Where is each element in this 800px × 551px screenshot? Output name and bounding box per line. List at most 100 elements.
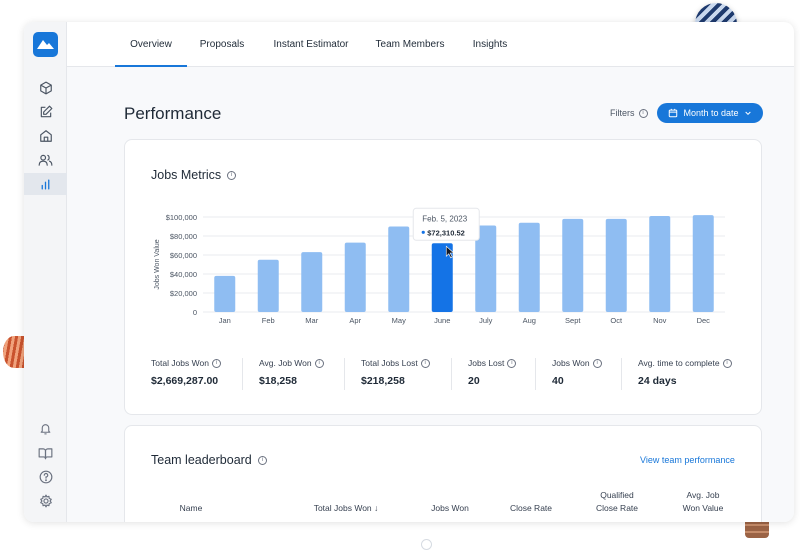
page-title: Performance <box>124 104 222 123</box>
x-tick-label: Apr <box>349 316 361 325</box>
tooltip-date: Feb. 5, 2023 <box>422 214 467 223</box>
y-tick-label: $20,000 <box>170 289 197 298</box>
bell-icon[interactable] <box>24 418 67 440</box>
metric-value: $18,258 <box>259 375 297 387</box>
column-header-total-jobs-won[interactable]: Total Jobs Won ↓ <box>303 502 389 515</box>
leaderboard-title: Team leaderboard <box>151 453 252 467</box>
tab-team-members[interactable]: Team Members <box>375 39 445 50</box>
users-icon[interactable] <box>24 149 67 171</box>
bar-chart-icon[interactable] <box>24 173 67 195</box>
info-icon[interactable]: i <box>227 170 237 180</box>
bar <box>257 259 279 312</box>
box-icon[interactable] <box>24 77 67 99</box>
top-nav: Overview Proposals Instant Estimator Tea… <box>67 22 794 67</box>
metric-value: 20 <box>468 375 480 387</box>
bar <box>475 225 497 312</box>
x-tick-label: Dec <box>697 316 711 325</box>
y-axis-label: Jobs Won Value <box>154 239 161 289</box>
column-header-line: Close Rate <box>595 503 639 513</box>
decorative-tile-swatch <box>3 336 25 368</box>
home-icon[interactable] <box>24 125 67 147</box>
x-tick-label: Nov <box>653 316 667 325</box>
help-icon[interactable] <box>24 466 67 488</box>
x-tick-label: July <box>479 316 493 325</box>
info-icon[interactable]: i <box>257 455 267 465</box>
metric-avg-time-to-complete: Avg. time to complete i 24 days <box>621 358 732 390</box>
metric-value: 40 <box>552 375 564 387</box>
column-header-avg-job-won-value[interactable]: Avg. Job Won Value <box>673 489 733 515</box>
info-icon[interactable]: i <box>314 358 324 368</box>
x-tick-label: Sept <box>565 316 581 325</box>
date-range-label: Month to date <box>683 108 739 118</box>
metric-jobs-won: Jobs Won i 40 <box>535 358 602 390</box>
date-range-button[interactable]: Month to date <box>657 103 763 123</box>
metric-total-jobs-won: Total Jobs Won i $2,669,287.00 <box>151 358 221 390</box>
book-icon[interactable] <box>24 442 67 464</box>
cursor-pointer-icon <box>445 245 455 259</box>
bar <box>649 216 671 312</box>
bar <box>562 218 584 312</box>
metric-label: Jobs Won <box>552 358 590 368</box>
column-header-name[interactable]: Name <box>179 503 203 513</box>
metric-jobs-lost: Jobs Lost i 20 <box>451 358 517 390</box>
settings-icon[interactable] <box>24 490 67 512</box>
metric-value: 24 days <box>638 375 677 387</box>
tab-overview[interactable]: Overview <box>115 22 187 67</box>
chevron-down-icon <box>744 111 751 116</box>
column-header-line: Qualified <box>600 490 634 500</box>
sort-arrow-down-icon: ↓ <box>374 503 379 513</box>
metric-label: Jobs Lost <box>468 358 505 368</box>
bar <box>214 275 236 312</box>
edit-icon[interactable] <box>24 101 67 123</box>
metric-total-jobs-lost: Total Jobs Lost i $218,258 <box>344 358 430 390</box>
info-icon[interactable]: i <box>592 358 602 368</box>
y-tick-label: 0 <box>193 308 197 317</box>
x-tick-label: Aug <box>523 316 536 325</box>
info-icon[interactable]: i <box>722 358 732 368</box>
y-tick-label: $60,000 <box>170 251 197 260</box>
tooltip-series-dot <box>421 230 425 234</box>
bar <box>301 252 323 312</box>
metric-avg-job-won: Avg. Job Won i $18,258 <box>242 358 324 390</box>
y-tick-label: $100,000 <box>166 213 197 222</box>
bar-highlighted <box>431 243 453 312</box>
column-header-jobs-won[interactable]: Jobs Won <box>431 503 469 513</box>
info-icon[interactable]: i <box>507 358 517 368</box>
bar <box>518 222 540 312</box>
column-header-line: Won Value <box>682 503 724 513</box>
tab-proposals[interactable]: Proposals <box>199 39 245 50</box>
jobs-metrics-title-row: Jobs Metrics i <box>151 168 237 182</box>
x-tick-label: Mar <box>305 316 318 325</box>
tooltip <box>412 207 480 241</box>
column-header-qualified-close-rate[interactable]: Qualified Close Rate <box>587 489 647 515</box>
view-team-performance-link[interactable]: View team performance <box>640 455 735 465</box>
app-logo[interactable] <box>33 32 58 57</box>
app-window: Overview Proposals Instant Estimator Tea… <box>24 22 794 522</box>
metrics-row: Total Jobs Won i $2,669,287.00 Avg. Job W… <box>125 358 761 398</box>
filters-button[interactable]: Filters i <box>610 108 648 118</box>
team-leaderboard-card: Team leaderboard i View team performance… <box>124 425 762 522</box>
bar <box>605 218 627 312</box>
filters-label: Filters <box>610 108 635 118</box>
x-tick-label: May <box>392 316 406 325</box>
y-tick-label: $40,000 <box>170 270 197 279</box>
info-icon[interactable]: i <box>420 358 430 368</box>
column-header-close-rate[interactable]: Close Rate <box>509 503 553 513</box>
metric-label: Avg. Job Won <box>259 358 312 368</box>
leaderboard-title-row: Team leaderboard i <box>151 453 267 467</box>
logo-icon <box>37 40 54 49</box>
x-tick-label: Oct <box>610 316 623 325</box>
metric-value: $218,258 <box>361 375 405 387</box>
tooltip-value: $72,310.52 <box>427 228 465 237</box>
info-icon[interactable]: i <box>211 358 221 368</box>
sidebar <box>24 22 67 522</box>
bar <box>344 242 366 312</box>
tab-insights[interactable]: Insights <box>472 39 508 50</box>
bar <box>388 226 410 312</box>
bar <box>692 215 714 312</box>
jobs-metrics-title: Jobs Metrics <box>151 168 222 182</box>
calendar-icon <box>669 108 678 118</box>
x-tick-label: June <box>434 316 450 325</box>
tab-instant-estimator[interactable]: Instant Estimator <box>273 39 349 50</box>
x-tick-label: Jan <box>219 316 231 325</box>
